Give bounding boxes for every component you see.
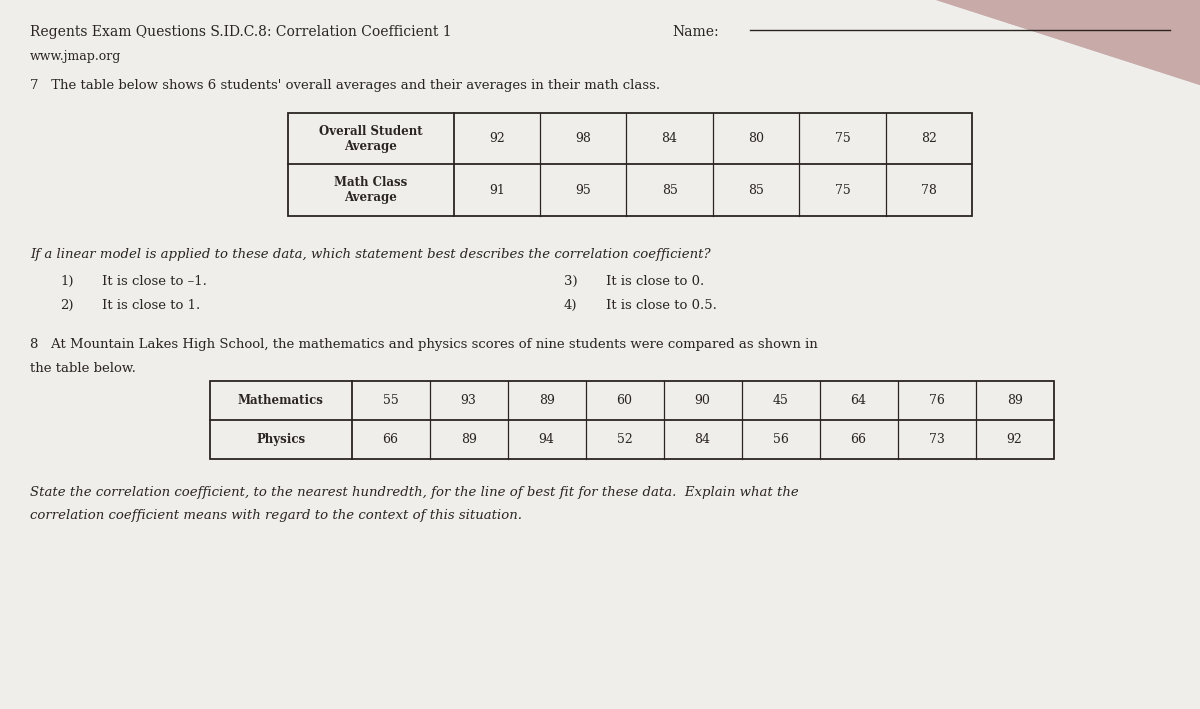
Text: 84: 84 [661,133,678,145]
Text: 95: 95 [575,184,592,196]
Text: 2): 2) [60,299,73,312]
Text: 92: 92 [488,133,505,145]
Text: 66: 66 [851,433,866,447]
Text: 91: 91 [488,184,505,196]
Text: the table below.: the table below. [30,362,136,374]
Polygon shape [936,0,1200,85]
Text: Mathematics: Mathematics [238,394,324,408]
Text: 89: 89 [539,394,554,408]
Text: It is close to 1.: It is close to 1. [102,299,200,312]
Text: 80: 80 [748,133,764,145]
Text: 82: 82 [920,133,937,145]
Text: 75: 75 [834,133,851,145]
Text: Regents Exam Questions S.ID.C.8: Correlation Coefficient 1: Regents Exam Questions S.ID.C.8: Correla… [30,25,451,39]
Text: If a linear model is applied to these data, which statement best describes the c: If a linear model is applied to these da… [30,248,710,261]
Text: 1): 1) [60,275,73,288]
Text: 7   The table below shows 6 students' overall averages and their averages in the: 7 The table below shows 6 students' over… [30,79,660,92]
Bar [210,381,1054,459]
Text: 4): 4) [564,299,577,312]
Text: Overall Student
Average: Overall Student Average [319,125,422,153]
Text: 76: 76 [929,394,944,408]
Text: 56: 56 [773,433,788,447]
Text: 60: 60 [617,394,632,408]
Text: 78: 78 [920,184,937,196]
Text: 66: 66 [383,433,398,447]
Text: 90: 90 [695,394,710,408]
Text: 84: 84 [695,433,710,447]
Text: It is close to 0.5.: It is close to 0.5. [606,299,716,312]
Text: 52: 52 [617,433,632,447]
Text: 89: 89 [461,433,476,447]
Text: 85: 85 [748,184,764,196]
Text: It is close to –1.: It is close to –1. [102,275,206,288]
Text: 93: 93 [461,394,476,408]
Text: 92: 92 [1007,433,1022,447]
Text: 98: 98 [575,133,592,145]
Text: It is close to 0.: It is close to 0. [606,275,704,288]
Text: 55: 55 [383,394,398,408]
Text: Math Class
Average: Math Class Average [334,176,408,204]
Text: 3): 3) [564,275,577,288]
Text: State the correlation coefficient, to the nearest hundredth, for the line of bes: State the correlation coefficient, to th… [30,486,799,498]
Text: 89: 89 [1007,394,1022,408]
Bar [288,113,972,216]
Text: 45: 45 [773,394,788,408]
Text: www.jmap.org: www.jmap.org [30,50,121,62]
Text: 94: 94 [539,433,554,447]
Text: 85: 85 [661,184,678,196]
Text: 8   At Mountain Lakes High School, the mathematics and physics scores of nine st: 8 At Mountain Lakes High School, the mat… [30,338,817,351]
Text: correlation coefficient means with regard to the context of this situation.: correlation coefficient means with regar… [30,509,522,522]
Text: Physics: Physics [257,433,305,447]
Text: 75: 75 [834,184,851,196]
Text: 73: 73 [929,433,944,447]
Text: 64: 64 [851,394,866,408]
Text: Name:: Name: [672,25,719,39]
